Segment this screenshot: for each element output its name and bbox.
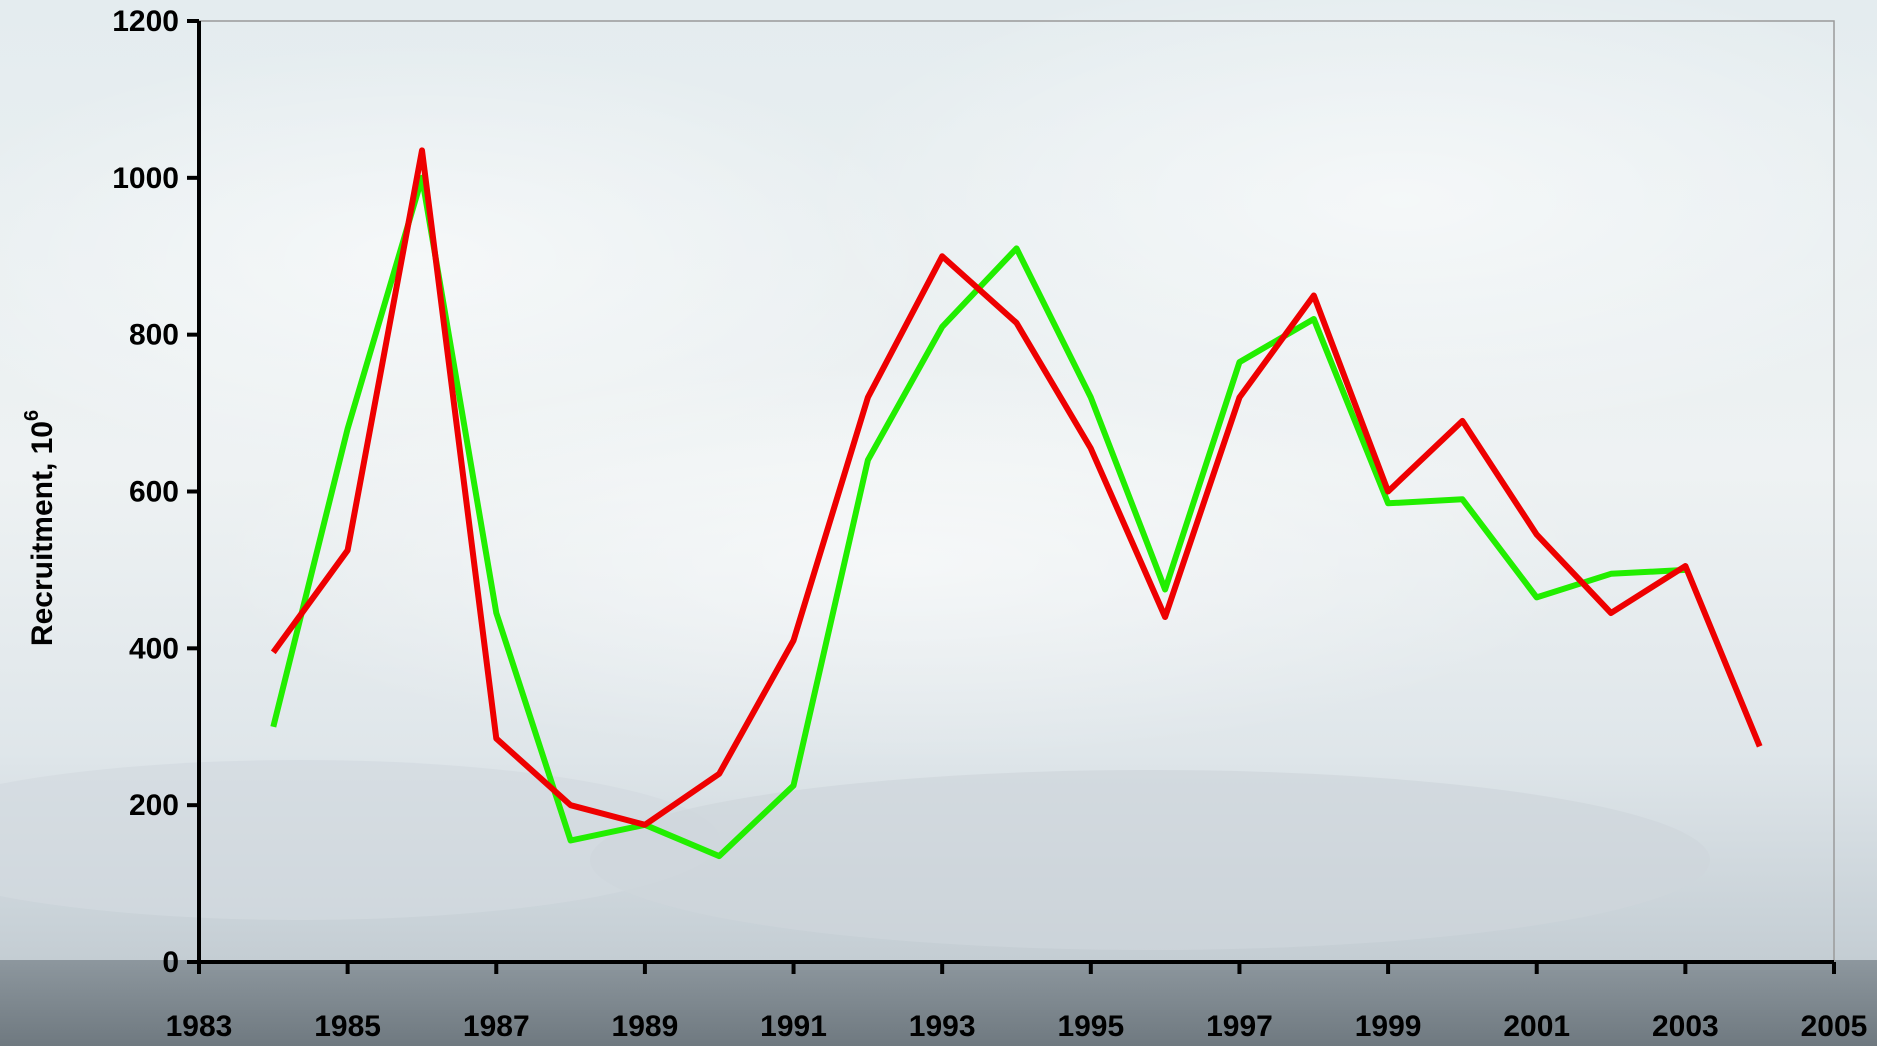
tick-labels: 0 200 400 600 800 1000 1200 1983 1985 1987 1989 199…: [112, 5, 1867, 1043]
y-tick-label: 1000: [112, 162, 179, 195]
series-1-point: [939, 324, 945, 330]
series-1-point: [1608, 571, 1614, 577]
y-tick-label: 0: [162, 946, 179, 979]
series-2-point: [865, 394, 871, 400]
y-tick-label: 1200: [112, 5, 179, 38]
series-2-point: [568, 802, 574, 808]
x-tick-label: 2001: [1503, 1010, 1570, 1043]
series-1-point: [270, 724, 276, 730]
series-2-point: [1459, 418, 1465, 424]
x-tick-label: 1993: [909, 1010, 976, 1043]
series-1-point: [716, 853, 722, 859]
series-2-point: [1757, 743, 1763, 749]
y-axis-title-text: Recruitment, 10: [26, 421, 59, 646]
series-1-point: [1236, 359, 1242, 365]
x-tick-label: 1991: [760, 1010, 827, 1043]
y-tick-label: 600: [129, 476, 179, 509]
series-2-point: [642, 822, 648, 828]
series-2-point: [1608, 610, 1614, 616]
series-1-point: [493, 610, 499, 616]
series-2-point: [1088, 445, 1094, 451]
y-axis-title-superscript: 6: [21, 410, 43, 421]
y-axis-title: Recruitment, 106: [21, 410, 59, 646]
series-2-point: [1534, 532, 1540, 538]
series-1-point: [1385, 500, 1391, 506]
y-tick-label: 200: [129, 789, 179, 822]
x-tick-label: 1989: [612, 1010, 679, 1043]
series-2-point: [1311, 292, 1317, 298]
x-tick-label: 1999: [1355, 1010, 1422, 1043]
x-tick-label: 2003: [1652, 1010, 1719, 1043]
y-tick-label: 400: [129, 632, 179, 665]
series-1-point: [1311, 316, 1317, 322]
series-2-point: [1162, 614, 1168, 620]
series-line-2: [270, 147, 1763, 828]
series-2-point: [1682, 563, 1688, 569]
y-tick-label: 800: [129, 319, 179, 352]
series-1-point: [1088, 394, 1094, 400]
series-2-point: [1014, 320, 1020, 326]
chart-axes: [187, 19, 1836, 974]
x-tick-label: 2005: [1801, 1010, 1868, 1043]
series-2-point: [270, 649, 276, 655]
series-layer: [270, 147, 1763, 860]
series-2-point: [791, 637, 797, 643]
series-2-point: [716, 771, 722, 777]
series-2-point: [419, 147, 425, 153]
series-2-point: [939, 253, 945, 259]
series-2-point: [493, 736, 499, 742]
series-2-point: [1385, 489, 1391, 495]
x-tick-label: 1995: [1057, 1010, 1124, 1043]
x-tick-label: 1985: [314, 1010, 381, 1043]
series-1-point: [791, 783, 797, 789]
series-1-point: [1014, 245, 1020, 251]
series-2-point: [345, 547, 351, 553]
x-tick-label: 1987: [463, 1010, 530, 1043]
series-1-point: [865, 457, 871, 463]
series-1-point: [345, 426, 351, 432]
x-tick-label: 1983: [166, 1010, 233, 1043]
series-2-point: [1236, 394, 1242, 400]
series-1-point: [1459, 496, 1465, 502]
series-1-point: [568, 837, 574, 843]
series-1-point: [1534, 594, 1540, 600]
x-tick-label: 1997: [1206, 1010, 1273, 1043]
series-1-point: [1162, 587, 1168, 593]
